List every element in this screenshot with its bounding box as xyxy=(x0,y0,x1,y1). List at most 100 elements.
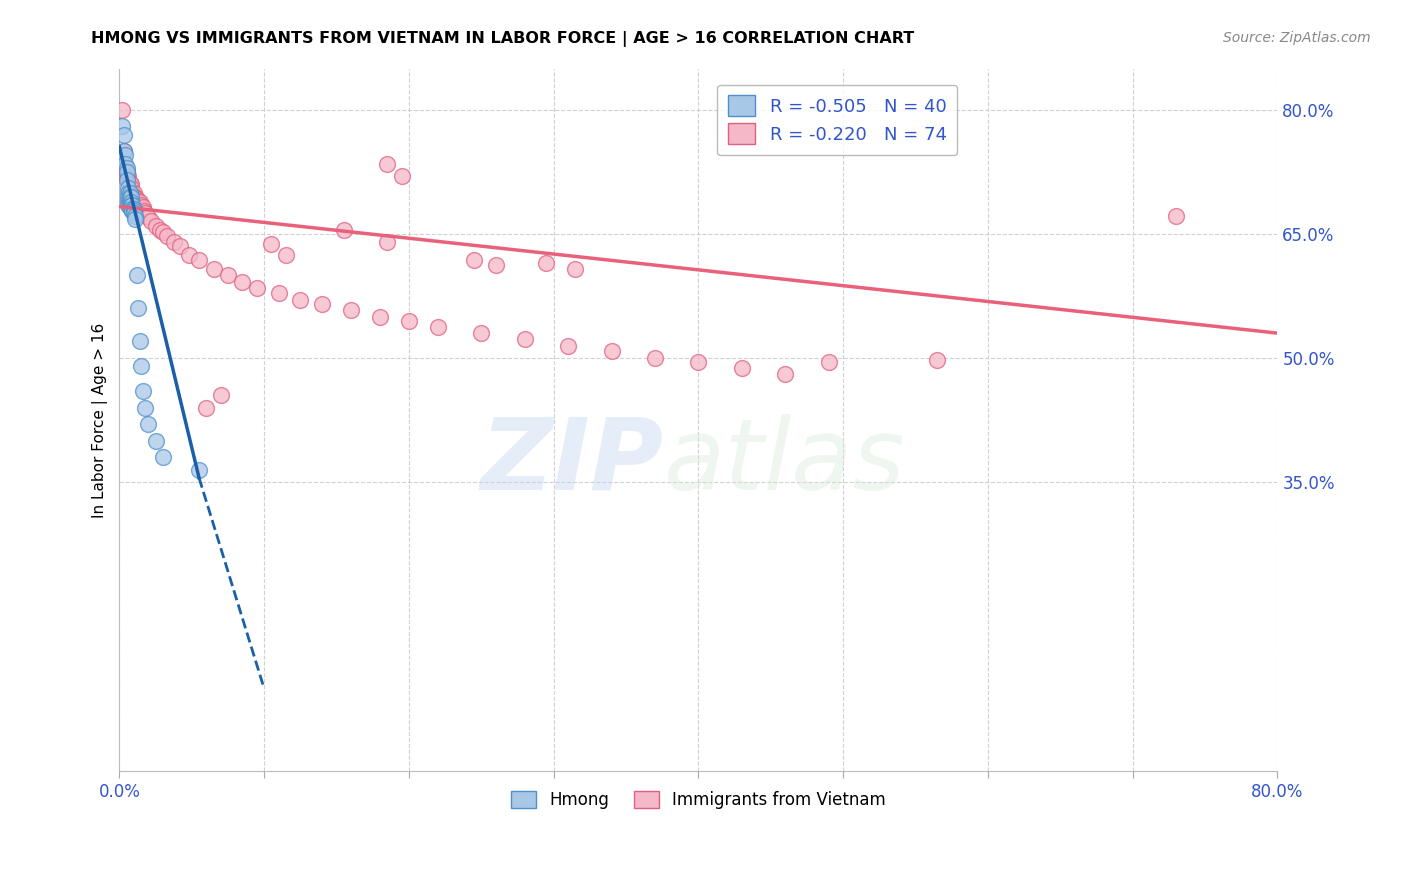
Point xyxy=(136,209,159,223)
Point xyxy=(129,198,152,212)
Point xyxy=(115,169,138,183)
Point xyxy=(817,355,839,369)
Point xyxy=(115,165,138,179)
Point xyxy=(117,186,139,200)
Point xyxy=(114,161,136,175)
Point xyxy=(311,297,333,311)
Point xyxy=(145,434,167,448)
Point xyxy=(124,209,146,223)
Point xyxy=(122,194,145,208)
Point xyxy=(127,198,149,212)
Point xyxy=(600,344,623,359)
Point xyxy=(470,326,492,340)
Point xyxy=(246,280,269,294)
Point xyxy=(125,192,148,206)
Point xyxy=(115,161,138,175)
Point xyxy=(217,268,239,283)
Point xyxy=(122,186,145,200)
Point xyxy=(141,214,163,228)
Point xyxy=(426,319,449,334)
Point xyxy=(111,120,134,134)
Point xyxy=(134,401,156,415)
Point xyxy=(128,195,150,210)
Point xyxy=(120,198,142,212)
Point xyxy=(152,450,174,465)
Point xyxy=(118,178,141,192)
Point xyxy=(231,275,253,289)
Point xyxy=(128,334,150,349)
Point xyxy=(117,169,139,183)
Point xyxy=(122,190,145,204)
Point xyxy=(368,310,391,324)
Point xyxy=(391,169,413,183)
Point xyxy=(112,145,135,159)
Text: atlas: atlas xyxy=(664,414,905,510)
Point xyxy=(513,332,536,346)
Point xyxy=(125,198,148,212)
Point xyxy=(120,186,142,200)
Point xyxy=(564,261,586,276)
Point xyxy=(152,225,174,239)
Point xyxy=(112,145,135,159)
Point xyxy=(202,261,225,276)
Point xyxy=(117,173,139,187)
Point xyxy=(118,195,141,210)
Point xyxy=(644,351,666,365)
Point xyxy=(117,194,139,208)
Point xyxy=(114,156,136,170)
Point xyxy=(114,148,136,162)
Point xyxy=(117,181,139,195)
Point xyxy=(731,360,754,375)
Point xyxy=(163,235,186,249)
Point xyxy=(138,211,160,225)
Point xyxy=(124,212,146,227)
Point xyxy=(1164,209,1187,223)
Point xyxy=(188,462,211,476)
Point xyxy=(156,228,179,243)
Text: HMONG VS IMMIGRANTS FROM VIETNAM IN LABOR FORCE | AGE > 16 CORRELATION CHART: HMONG VS IMMIGRANTS FROM VIETNAM IN LABO… xyxy=(91,31,915,47)
Point xyxy=(398,314,420,328)
Point xyxy=(115,173,138,187)
Point xyxy=(375,235,398,249)
Point xyxy=(333,223,356,237)
Point xyxy=(375,156,398,170)
Point xyxy=(124,190,146,204)
Point xyxy=(117,190,139,204)
Point xyxy=(127,194,149,208)
Point xyxy=(177,247,200,261)
Point xyxy=(118,186,141,200)
Point xyxy=(121,187,143,202)
Point xyxy=(169,239,191,253)
Point xyxy=(463,253,485,268)
Point xyxy=(131,201,153,215)
Point xyxy=(260,236,283,251)
Point xyxy=(131,384,153,398)
Point xyxy=(485,258,508,272)
Point xyxy=(118,190,141,204)
Point xyxy=(134,206,156,220)
Point xyxy=(132,203,155,218)
Text: ZIP: ZIP xyxy=(481,414,664,510)
Point xyxy=(122,203,145,218)
Point xyxy=(112,128,135,142)
Point xyxy=(188,253,211,268)
Point xyxy=(122,202,145,216)
Point xyxy=(129,359,152,374)
Point xyxy=(120,195,142,210)
Y-axis label: In Labor Force | Age > 16: In Labor Force | Age > 16 xyxy=(93,322,108,517)
Point xyxy=(536,256,558,270)
Point xyxy=(121,198,143,212)
Point xyxy=(195,401,218,415)
Point xyxy=(129,202,152,216)
Point xyxy=(115,165,138,179)
Point xyxy=(267,286,290,301)
Point xyxy=(121,202,143,216)
Point xyxy=(290,293,312,307)
Point xyxy=(118,198,141,212)
Point xyxy=(121,186,143,200)
Point xyxy=(120,190,142,204)
Point xyxy=(927,352,949,367)
Point xyxy=(149,223,172,237)
Legend: Hmong, Immigrants from Vietnam: Hmong, Immigrants from Vietnam xyxy=(505,784,893,816)
Point xyxy=(118,201,141,215)
